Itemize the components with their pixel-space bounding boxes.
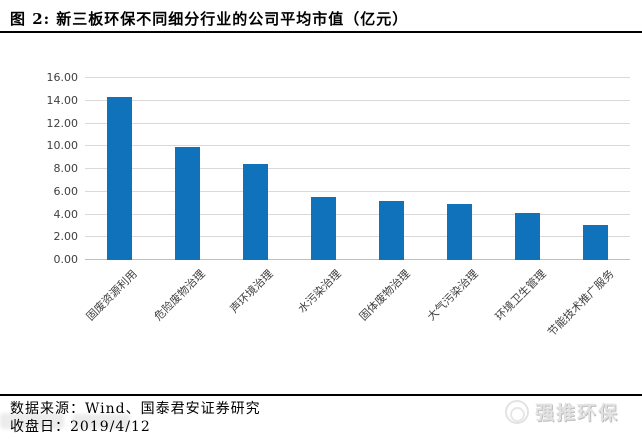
- bar-column: [153, 78, 221, 260]
- y-axis-tick-label: 2.00: [53, 230, 79, 244]
- figure-title-text: 新三板环保不同细分行业的公司平均市值（亿元）: [56, 10, 409, 28]
- watermark-smudge: [0, 413, 64, 429]
- y-axis-tick-label: 0.00: [53, 253, 79, 266]
- brand-watermark: 强推环保: [505, 398, 619, 425]
- watermark-logo-icon: [505, 399, 529, 424]
- gridline: [85, 213, 630, 215]
- bar-series: [85, 78, 630, 260]
- x-axis-label: 节能技术推广服务: [545, 267, 617, 339]
- chart-plot-area: [85, 77, 630, 260]
- bar: [379, 200, 405, 260]
- y-axis-tick-label: 14.00: [46, 93, 79, 107]
- gridline: [85, 122, 630, 124]
- x-axis-label: 声环境治理: [227, 267, 276, 316]
- gridline: [85, 77, 630, 78]
- figure-title: 图 2: 新三板环保不同细分行业的公司平均市值（亿元）: [10, 8, 408, 29]
- x-axis-label: 危险废物治理: [151, 267, 208, 324]
- x-axis-label: 环境卫生管理: [492, 267, 549, 324]
- y-axis: 0.00 2.00 4.00 6.00 8.00 10.00 12.00 14.00 16.00: [28, 71, 79, 266]
- x-axis: 固废资源利用 危险废物治理 声环境治理 水污染治理 固体废物治理 大气污染治理 环境卫生管理…: [83, 264, 630, 374]
- y-axis-tick-label: 12.00: [46, 116, 79, 130]
- x-axis-label: 固体废物治理: [356, 267, 413, 324]
- x-axis-label: 固废资源利用: [83, 267, 140, 324]
- bar: [106, 97, 132, 260]
- bar: [583, 224, 609, 260]
- bar-column: [289, 78, 357, 260]
- bar: [310, 197, 336, 260]
- watermark-smudge: [72, 414, 130, 429]
- y-axis-tick-label: 6.00: [53, 184, 79, 198]
- bar: [515, 213, 541, 260]
- bar-column: [562, 78, 630, 260]
- gridline: [85, 99, 630, 101]
- bar-column: [494, 78, 562, 260]
- figure-number: 图 2:: [10, 10, 51, 28]
- x-axis-label: 大气污染治理: [424, 267, 481, 324]
- y-axis-tick-label: 16.00: [46, 71, 79, 84]
- title-underline: [0, 31, 642, 33]
- y-axis-tick-label: 4.00: [53, 207, 79, 221]
- close-date-text: 收盘日：2019/4/12: [10, 419, 151, 435]
- x-axis-label: 水污染治理: [295, 267, 345, 316]
- bar-column: [85, 78, 153, 260]
- gridline: [85, 236, 630, 238]
- gridline: [85, 190, 630, 192]
- gridline: [85, 145, 630, 147]
- gridline: [85, 259, 630, 260]
- bar-column: [358, 78, 426, 260]
- bar: [242, 164, 268, 260]
- footer-divider: [0, 394, 642, 396]
- y-axis-tick-label: 10.00: [46, 139, 79, 153]
- watermark-label: 强推环保: [535, 402, 620, 424]
- bar-column: [221, 78, 289, 260]
- y-axis-tick-label: 8.00: [53, 162, 79, 175]
- gridline: [85, 168, 630, 169]
- bar: [174, 147, 200, 260]
- bar-column: [426, 78, 494, 260]
- bar: [447, 204, 473, 260]
- data-source-text: 数据来源：Wind、国泰君安证券研究: [10, 401, 261, 417]
